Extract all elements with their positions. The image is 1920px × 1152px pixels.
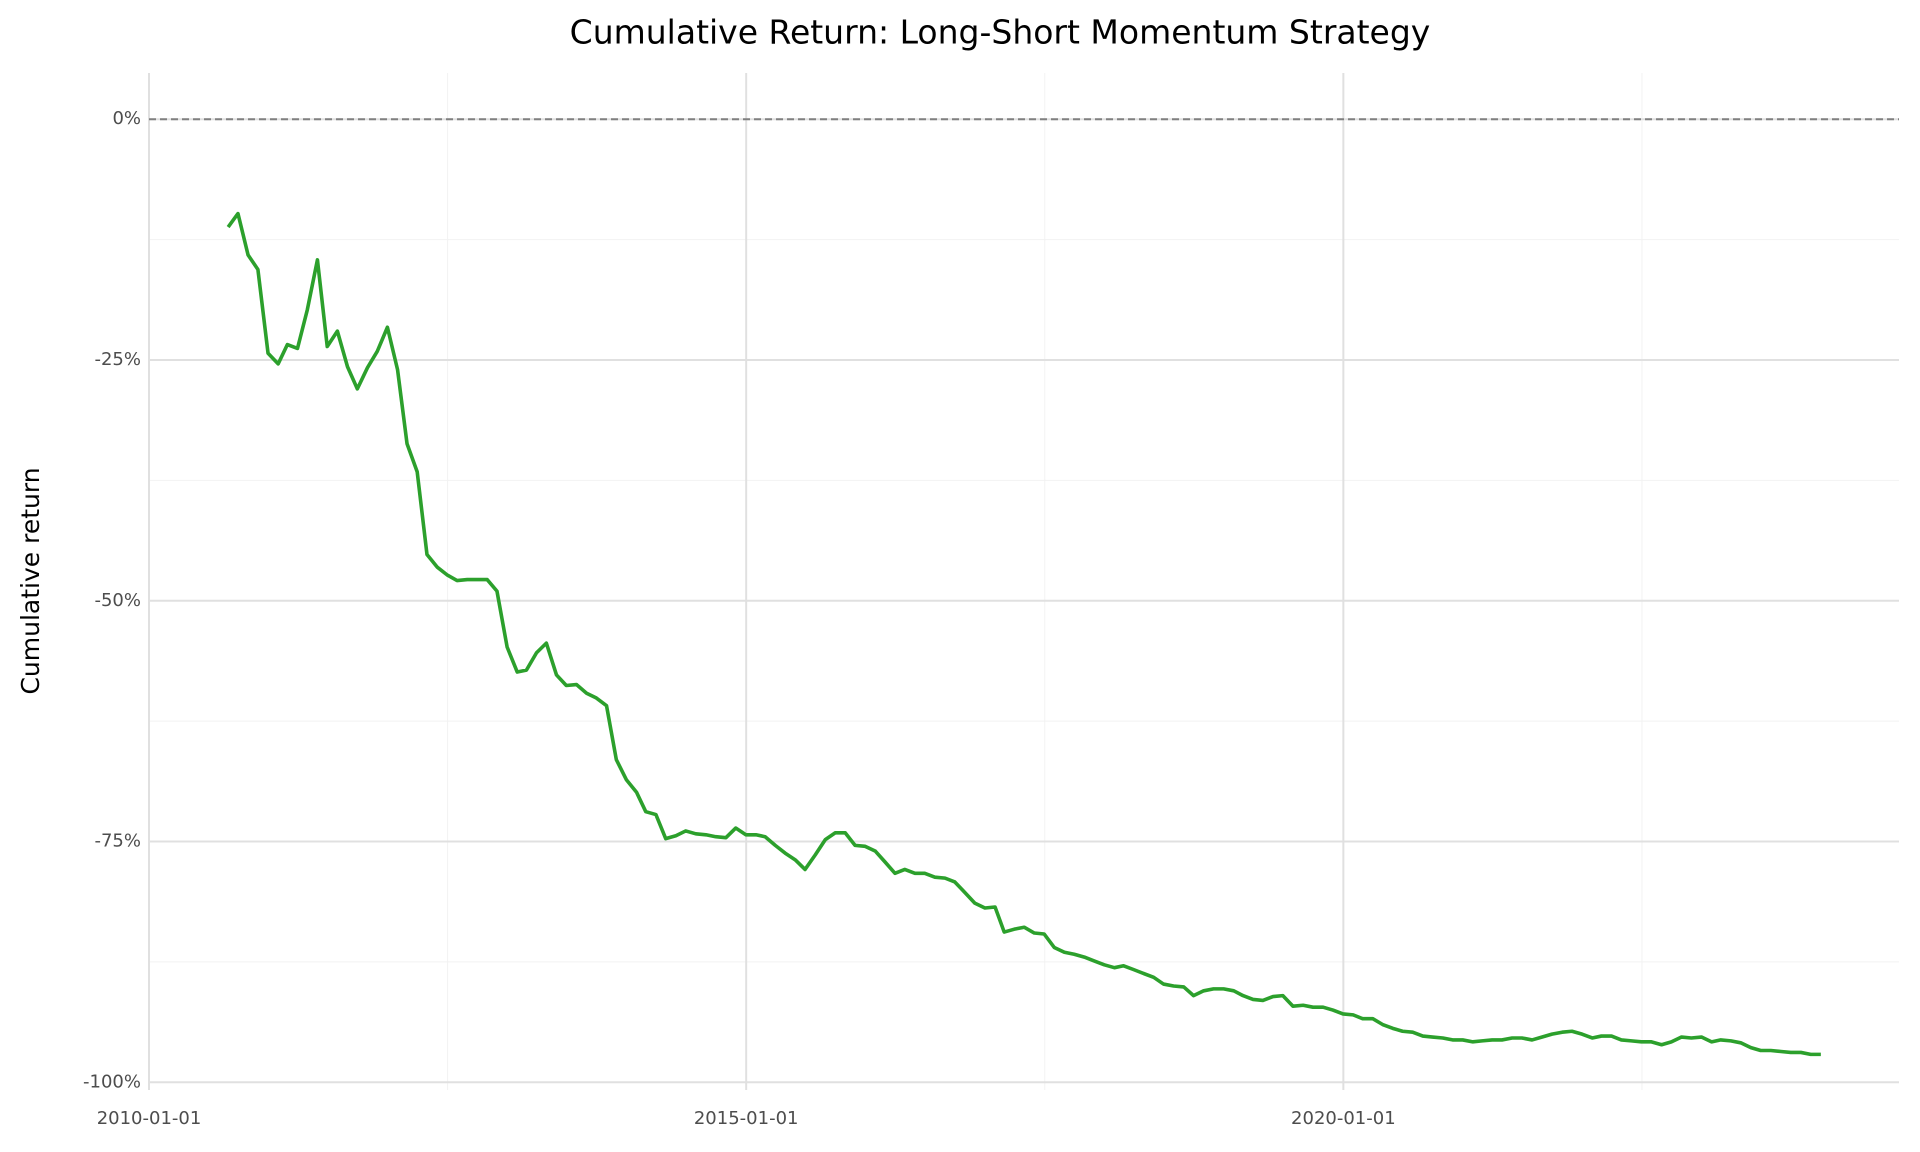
y-tick-label: 0% (112, 108, 141, 129)
data-line (226, 211, 1821, 1057)
x-tick-label: 2010-01-01 (97, 1108, 202, 1129)
x-tick-label: 2015-01-01 (694, 1108, 799, 1129)
y-tick-label: -100% (83, 1071, 141, 1092)
y-tick-label: -25% (94, 349, 141, 370)
y-tick-label: -50% (94, 590, 141, 611)
x-tick-label: 2020-01-01 (1291, 1108, 1396, 1129)
chart-title: Cumulative Return: Long-Short Momentum S… (570, 13, 1431, 52)
y-axis-label: Cumulative return (16, 467, 45, 694)
y-tick-label: -75% (94, 831, 141, 852)
